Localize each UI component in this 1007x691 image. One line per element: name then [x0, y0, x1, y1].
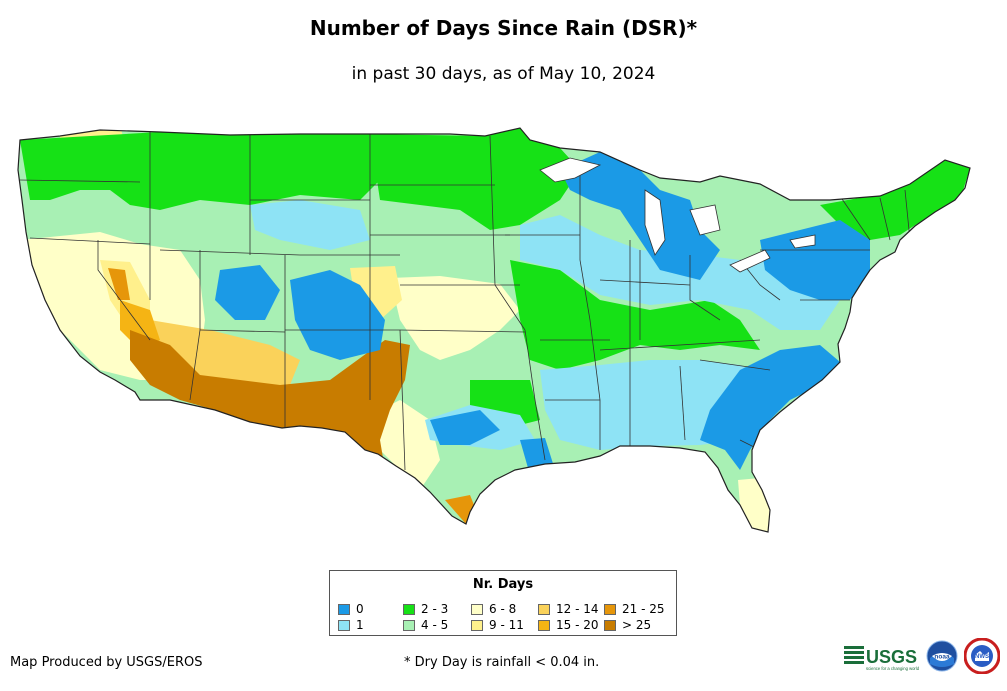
map-credit: Map Produced by USGS/EROS [10, 655, 203, 670]
us-dsr-map [17, 127, 971, 533]
map-title: Number of Days Since Rain (DSR)* [309, 16, 698, 40]
region-0-colorado [290, 270, 385, 360]
region-0-utah [215, 265, 280, 320]
usgs-logo: USGS science for a changing world [844, 646, 920, 671]
dry-day-footnote: * Dry Day is rainfall < 0.04 in. [404, 655, 600, 670]
legend-swatch [538, 604, 550, 615]
region-2-3-northwest [20, 132, 380, 210]
legend-label: 1 [356, 618, 364, 632]
legend-label: 21 - 25 [622, 602, 665, 616]
legend: Nr. Days 0 1 2 - 3 4 - 5 6 - 8 9 - 11 12… [329, 570, 677, 636]
legend-label: 9 - 11 [489, 618, 524, 632]
legend-swatch [338, 620, 350, 631]
map-subtitle: in past 30 days, as of May 10, 2024 [351, 64, 656, 84]
region-2-3-northeast [820, 160, 970, 240]
great-lakes [539, 157, 816, 273]
region-0-tx [430, 410, 500, 445]
legend-item: 12 - 14 [538, 602, 599, 616]
legend-label: 15 - 20 [556, 618, 599, 632]
legend-swatch [403, 620, 415, 631]
noaa-logo-text: noaa [934, 654, 950, 661]
legend-item: 9 - 11 [471, 618, 524, 632]
legend-label: > 25 [622, 618, 652, 632]
legend-item: 15 - 20 [538, 618, 599, 632]
noaa-logo: noaa [926, 640, 958, 672]
region-9-11-co [350, 266, 402, 320]
region-0-mid-atlantic [760, 220, 870, 300]
region-6-8-plains [390, 276, 520, 360]
legend-item: 6 - 8 [471, 602, 516, 616]
legend-label: 12 - 14 [556, 602, 599, 616]
region-0-carolinas [700, 345, 840, 470]
legend-label: 0 [356, 602, 364, 616]
legend-swatch [538, 620, 550, 631]
legend-item: 1 [338, 618, 364, 632]
legend-label: 6 - 8 [489, 602, 517, 616]
state-boundaries [19, 132, 911, 471]
legend-label: 4 - 5 [421, 618, 449, 632]
region-6-8-florida [738, 478, 772, 532]
legend-item: 0 [338, 602, 364, 616]
legend-item: 21 - 25 [604, 602, 665, 616]
legend-swatch [604, 604, 616, 615]
legend-item: 4 - 5 [403, 618, 448, 632]
legend-swatch [403, 604, 415, 615]
region-0-great-lakes [560, 152, 720, 280]
legend-item: 2 - 3 [403, 602, 448, 616]
legend-swatch [338, 604, 350, 615]
legend-swatch [604, 620, 616, 631]
legend-title: Nr. Days [472, 577, 534, 592]
region-over-25-southwest [130, 330, 410, 470]
region-2-3-north-central [370, 128, 580, 230]
region-2-3-midsouth [510, 260, 760, 370]
region-21-25-az [108, 268, 130, 300]
legend-item: > 25 [604, 618, 651, 632]
nws-logo: NWS [964, 638, 1000, 674]
usgs-logo-text: USGS [866, 647, 917, 667]
usgs-tagline: science for a changing world [866, 666, 920, 671]
legend-swatch [471, 604, 483, 615]
legend-swatch [471, 620, 483, 631]
region-1-wy [250, 200, 370, 250]
legend-label: 2 - 3 [421, 602, 449, 616]
nws-logo-text: NWS [975, 654, 989, 660]
us-outline [17, 127, 971, 533]
